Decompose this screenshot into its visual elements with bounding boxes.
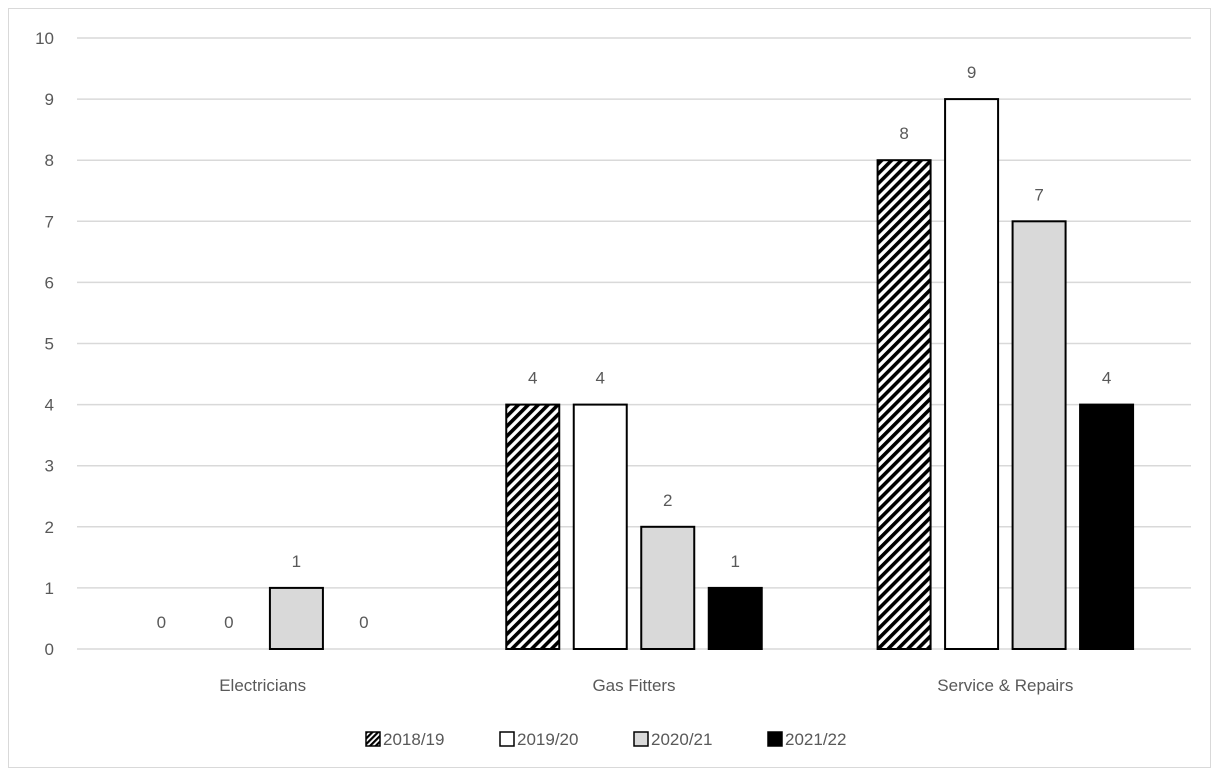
y-tick-label: 6 xyxy=(45,273,54,292)
legend-swatch xyxy=(633,731,649,747)
data-label: 1 xyxy=(731,552,740,571)
bar-2020-21-service-repairs xyxy=(1011,220,1067,651)
bar-2020-21-gas-fitters xyxy=(640,525,696,650)
y-tick-label: 5 xyxy=(45,335,54,354)
x-axis-category-labels: Electricians Gas Fitters Service & Repairs xyxy=(219,676,1073,695)
data-label: 0 xyxy=(359,613,368,632)
bar-2018-19-gas-fitters xyxy=(505,403,561,650)
bar-2020-21-electricians xyxy=(268,586,324,651)
legend[interactable]: 2018/19 2019/20 2020/21 2021/22 xyxy=(365,730,846,749)
bar-2021-22-gas-fitters xyxy=(707,586,763,651)
y-tick-label: 1 xyxy=(45,579,54,598)
y-tick-label: 7 xyxy=(45,212,54,231)
y-tick-label: 2 xyxy=(45,518,54,537)
y-tick-label: 8 xyxy=(45,151,54,170)
bar-2019-20-gas-fitters xyxy=(572,403,628,650)
data-label: 0 xyxy=(157,613,166,632)
data-label: 7 xyxy=(1034,185,1043,204)
legend-label: 2018/19 xyxy=(383,730,444,749)
data-label: 9 xyxy=(967,63,976,82)
legend-item[interactable]: 2020/21 xyxy=(633,730,712,749)
data-label: 4 xyxy=(1102,369,1111,388)
legend-label: 2019/20 xyxy=(517,730,578,749)
data-label: 4 xyxy=(596,369,605,388)
legend-item[interactable]: 2021/22 xyxy=(767,730,846,749)
data-label: 0 xyxy=(224,613,233,632)
legend-item[interactable]: 2018/19 xyxy=(365,730,444,749)
data-label: 8 xyxy=(899,124,908,143)
y-tick-label: 10 xyxy=(35,29,54,48)
bar-2019-20-service-repairs xyxy=(944,98,1000,651)
y-tick-label: 3 xyxy=(45,457,54,476)
x-category-label: Gas Fitters xyxy=(592,676,675,695)
data-label: 2 xyxy=(663,491,672,510)
gridlines xyxy=(77,37,1191,650)
bar-2021-22-service-repairs xyxy=(1079,403,1135,650)
x-category-label: Electricians xyxy=(219,676,306,695)
data-label: 1 xyxy=(292,552,301,571)
y-tick-label: 9 xyxy=(45,90,54,109)
data-label: 4 xyxy=(528,369,537,388)
legend-swatch xyxy=(499,731,515,747)
x-category-label: Service & Repairs xyxy=(937,676,1073,695)
y-tick-label: 4 xyxy=(45,396,54,415)
legend-swatch xyxy=(365,731,381,747)
bar-2018-19-service-repairs xyxy=(876,159,932,650)
bars xyxy=(268,98,1135,651)
legend-label: 2021/22 xyxy=(785,730,846,749)
legend-label: 2020/21 xyxy=(651,730,712,749)
y-axis-tick-labels: 0 1 2 3 4 5 6 7 8 9 10 xyxy=(35,29,54,659)
y-tick-label: 0 xyxy=(45,640,54,659)
legend-item[interactable]: 2019/20 xyxy=(499,730,578,749)
legend-swatch xyxy=(767,731,783,747)
data-labels: 0 0 1 0 4 4 2 1 8 9 7 4 xyxy=(157,63,1112,632)
